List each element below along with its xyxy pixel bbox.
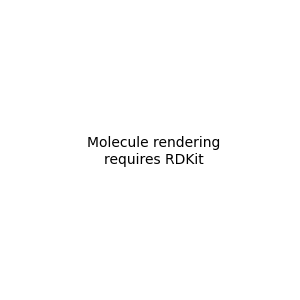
Text: Molecule rendering
requires RDKit: Molecule rendering requires RDKit — [87, 136, 220, 166]
